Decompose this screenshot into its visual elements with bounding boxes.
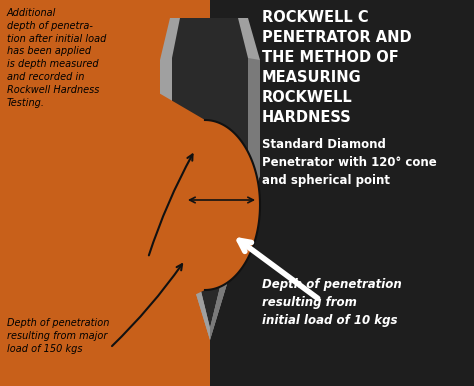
Text: THE METHOD OF: THE METHOD OF — [262, 50, 399, 65]
Text: MEASURING: MEASURING — [262, 70, 362, 85]
Text: Standard Diamond
Penetrator with 120° cone
and spherical point: Standard Diamond Penetrator with 120° co… — [262, 138, 437, 187]
Polygon shape — [210, 58, 260, 340]
Text: HARDNESS: HARDNESS — [262, 110, 352, 125]
Text: ROCKWELL C: ROCKWELL C — [262, 10, 369, 25]
Polygon shape — [0, 0, 260, 386]
Text: PENETRATOR AND: PENETRATOR AND — [262, 30, 411, 45]
Polygon shape — [160, 18, 260, 340]
Polygon shape — [160, 58, 210, 340]
Bar — [210, 0, 474, 386]
Polygon shape — [172, 18, 248, 328]
Bar — [0, 0, 210, 386]
Text: ROCKWELL: ROCKWELL — [262, 90, 353, 105]
Text: Additional
depth of penetra-
tion after initial load
has been applied
is depth m: Additional depth of penetra- tion after … — [7, 8, 106, 108]
Text: Depth of penetration
resulting from
initial load of 10 kgs: Depth of penetration resulting from init… — [262, 278, 402, 327]
Text: Depth of penetration
resulting from major
load of 150 kgs: Depth of penetration resulting from majo… — [7, 318, 109, 354]
